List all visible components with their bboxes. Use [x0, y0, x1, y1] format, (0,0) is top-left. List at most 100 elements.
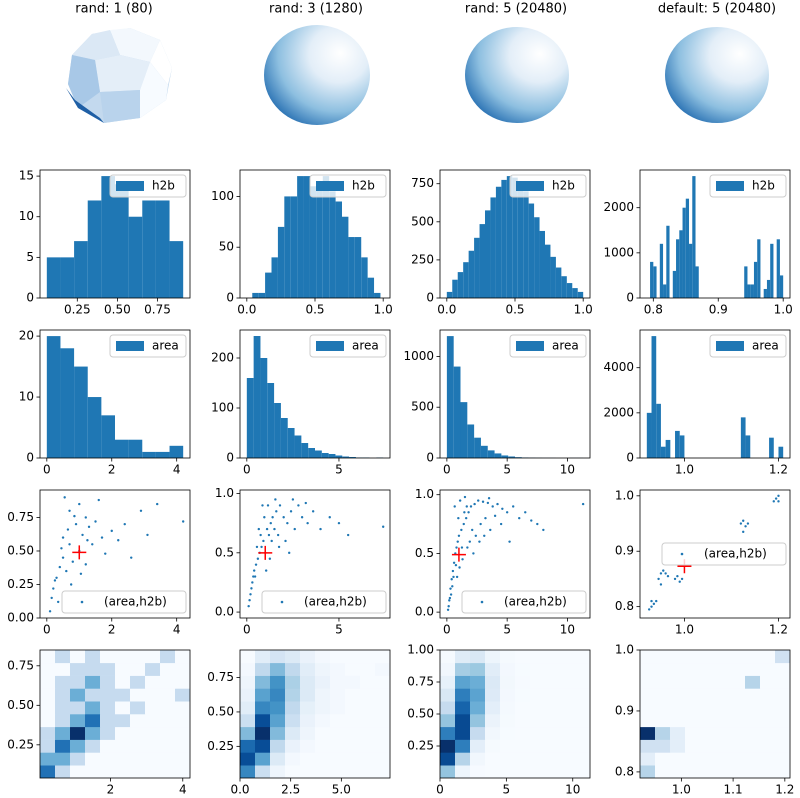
heat-cell [485, 739, 501, 753]
x-tick-label: 0.75 [144, 303, 171, 317]
point [470, 528, 474, 532]
bar [517, 182, 524, 298]
y-tick-label: 500 [411, 400, 434, 414]
y-tick-label: 1000 [603, 245, 634, 259]
heat-cell [130, 765, 146, 778]
heat-cell [285, 662, 301, 676]
heat-cell [175, 739, 190, 753]
bar [74, 241, 88, 298]
bar [740, 417, 746, 458]
point [84, 516, 87, 519]
heat-cell [315, 662, 331, 676]
y-tick-label: 0.5 [415, 546, 434, 560]
heat-cell [715, 726, 731, 740]
heat-cell [55, 714, 71, 728]
point [68, 543, 71, 546]
legend-swatch [80, 600, 84, 604]
heat-cell [640, 701, 656, 715]
point [456, 540, 459, 543]
x-tick-label: 2 [108, 463, 116, 477]
heat-cell [500, 752, 516, 766]
bar [457, 272, 464, 298]
bar [348, 237, 355, 298]
heat-cell [175, 675, 190, 689]
y-tick-label: 0.75 [7, 658, 34, 672]
axes-frame [439, 489, 591, 619]
legend: (area,h2b) [61, 590, 187, 614]
legend: h2b [509, 174, 587, 198]
legend: h2b [309, 174, 387, 198]
heat-cell [500, 675, 516, 689]
bar [747, 284, 751, 298]
heat-cell [145, 714, 161, 728]
legend-box [61, 590, 187, 614]
heat-cell [655, 688, 671, 702]
heat-cell [300, 739, 316, 753]
point [452, 561, 456, 565]
plot-area [46, 336, 184, 458]
heat-cell [560, 688, 576, 702]
heat-cell [360, 765, 376, 778]
point [278, 504, 282, 507]
heat-cell [255, 765, 271, 778]
heat-cell [85, 726, 101, 740]
bar [74, 366, 88, 458]
bar [651, 336, 657, 458]
x-tick-label: 5 [335, 463, 343, 477]
x-tick-label: 0 [436, 783, 444, 797]
heat-cell [715, 662, 731, 676]
heat-cell [500, 688, 516, 702]
x-tick-label: 0 [43, 623, 51, 637]
point [511, 505, 515, 508]
heat-cell [175, 650, 190, 664]
bar [155, 200, 170, 298]
heat-cell [345, 662, 361, 676]
bar [494, 453, 502, 458]
bar [142, 451, 156, 458]
heat-cell [455, 650, 471, 664]
point [496, 502, 499, 506]
heat-cell [470, 765, 486, 778]
heat-cell [730, 675, 746, 689]
y-tick-label: 0.25 [407, 739, 434, 753]
heat-cell [145, 765, 161, 778]
heat-cell [640, 650, 656, 664]
heat-cell [685, 714, 701, 728]
point [268, 557, 272, 560]
heat-cell [455, 688, 471, 702]
bar [689, 243, 693, 298]
x-tick-label: 0.25 [64, 303, 91, 317]
heat-cell [285, 739, 301, 753]
point [71, 560, 74, 563]
heat-cell [670, 739, 686, 753]
heat-cell [160, 726, 176, 740]
bar [501, 455, 509, 458]
bar [656, 403, 661, 458]
x-tick-label: 4 [173, 623, 181, 637]
heat-cell [685, 765, 701, 778]
bar [258, 292, 266, 298]
point [266, 504, 270, 507]
x-tick-label: 2.5 [281, 783, 300, 797]
bar [128, 439, 143, 458]
y-tick-label: 1000 [403, 349, 434, 363]
legend-label: area [352, 339, 379, 353]
heat-cell [375, 662, 390, 676]
point [481, 500, 485, 503]
heat-cell [440, 701, 456, 715]
bar [246, 378, 254, 458]
heat-cell [760, 688, 776, 702]
heat-cell [530, 752, 546, 766]
heat-cell [315, 714, 331, 728]
heat-cell [255, 650, 271, 664]
point [261, 504, 264, 507]
point [491, 505, 494, 508]
x-tick-label: 10 [565, 783, 580, 797]
bar [60, 348, 75, 458]
heat-cell [455, 714, 471, 728]
point [460, 546, 464, 549]
heat-cell [70, 765, 86, 778]
heat-cell [240, 688, 256, 702]
plot-area [650, 176, 784, 298]
heat-cell [115, 675, 131, 689]
